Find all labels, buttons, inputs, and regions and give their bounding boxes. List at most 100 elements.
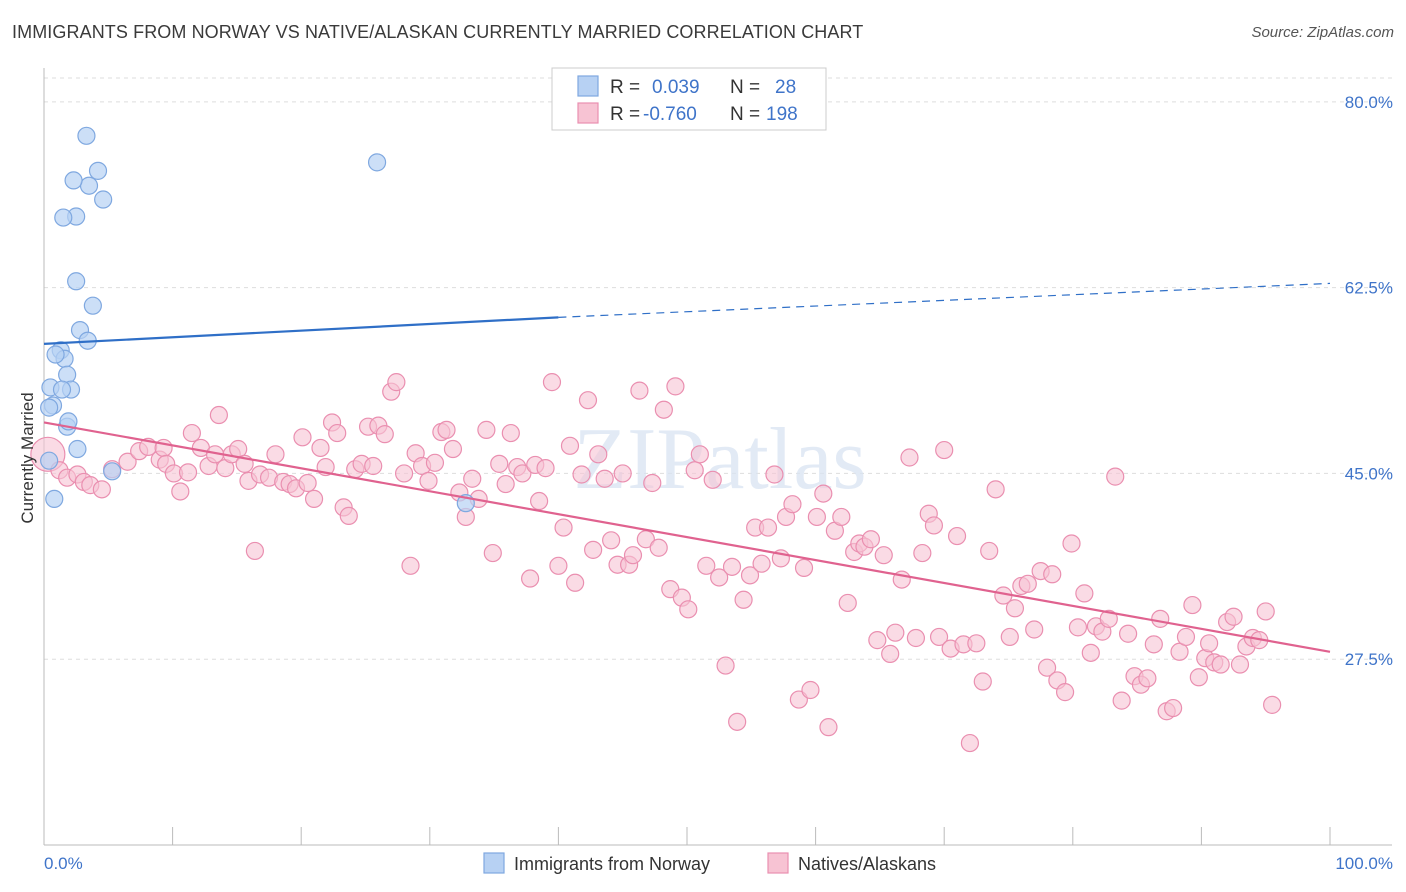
- natives-point-102: [703, 470, 722, 489]
- natives-point-81: [578, 391, 598, 410]
- natives-point-67: [496, 474, 515, 494]
- legend-r-label-2: R =: [610, 104, 640, 125]
- norway-point-6: [54, 208, 73, 227]
- natives-point-111: [758, 518, 778, 537]
- natives-point-182: [1200, 634, 1219, 653]
- norway-point-24: [103, 462, 122, 481]
- natives-point-6: [92, 480, 111, 499]
- natives-point-74: [536, 459, 555, 478]
- x-tick-label-0: 0.0%: [44, 854, 83, 873]
- natives-point-100: [690, 445, 709, 464]
- natives-point-90: [630, 381, 649, 400]
- natives-point-142: [947, 526, 967, 546]
- natives-point-16: [178, 463, 198, 482]
- chart-title: IMMIGRANTS FROM NORWAY VS NATIVE/ALASKAN…: [12, 22, 864, 42]
- natives-point-30: [266, 445, 285, 464]
- natives-point-73: [530, 491, 549, 511]
- natives-point-21: [209, 405, 228, 425]
- natives-point-35: [298, 473, 317, 493]
- natives-point-115: [783, 495, 802, 514]
- natives-point-99: [685, 461, 704, 480]
- natives-point-140: [935, 440, 954, 460]
- natives-point-180: [1189, 668, 1208, 687]
- x-tick-labels: 0.0% 100.0%: [44, 854, 1393, 873]
- natives-point-128: [861, 530, 880, 549]
- natives-point-98: [679, 600, 698, 619]
- y-axis-label: Currently Married: [18, 392, 37, 523]
- natives-point-129: [868, 631, 887, 650]
- natives-point-179: [1183, 595, 1202, 615]
- natives-point-76: [549, 556, 568, 575]
- natives-point-42: [339, 506, 358, 525]
- natives-point-64: [477, 420, 496, 439]
- natives-point-103: [710, 568, 729, 587]
- norway-point-25: [45, 489, 64, 509]
- bottom-legend: Immigrants from Norway Natives/Alaskans: [483, 852, 936, 874]
- norway-point-2: [79, 176, 99, 195]
- natives-point-56: [425, 453, 445, 472]
- source-label: Source: ZipAtlas.com: [1251, 24, 1394, 41]
- natives-point-62: [463, 469, 482, 488]
- natives-point-85: [602, 531, 621, 550]
- natives-point-120: [814, 484, 833, 503]
- natives-point-161: [1068, 618, 1088, 637]
- natives-point-145: [967, 634, 986, 653]
- natives-point-148: [986, 480, 1005, 499]
- legend-r-value-2: -0.760: [643, 104, 697, 125]
- natives-point-93: [649, 538, 668, 557]
- natives-point-159: [1055, 683, 1075, 702]
- natives-point-139: [929, 627, 949, 647]
- natives-point-79: [566, 573, 585, 592]
- legend-swatch-natives: [577, 102, 599, 124]
- natives-point-51: [394, 464, 414, 483]
- natives-point-101: [697, 556, 716, 575]
- natives-point-154: [1025, 620, 1044, 639]
- natives-point-8: [118, 452, 137, 471]
- legend-n-value-2: 198: [766, 104, 798, 125]
- natives-point-132: [886, 623, 905, 642]
- natives-point-65: [483, 543, 502, 563]
- natives-point-147: [980, 541, 999, 561]
- natives-point-184: [1211, 655, 1230, 674]
- natives-alaskans-points: [30, 373, 1282, 753]
- natives-point-27: [245, 541, 265, 561]
- natives-point-80: [572, 465, 591, 484]
- legend-r-label-1: R =: [610, 77, 640, 98]
- natives-point-167: [1106, 467, 1125, 486]
- natives-point-162: [1075, 584, 1094, 603]
- legend-n-value-1: 28: [775, 77, 796, 98]
- natives-point-58: [437, 420, 456, 439]
- natives-point-87: [613, 464, 632, 483]
- natives-point-112: [765, 465, 784, 484]
- natives-point-37: [311, 438, 330, 458]
- natives-point-70: [513, 464, 532, 483]
- natives-point-59: [443, 439, 463, 459]
- natives-point-157: [1043, 565, 1062, 584]
- natives-point-138: [924, 516, 944, 535]
- natives-point-66: [490, 454, 509, 473]
- natives-point-166: [1099, 609, 1118, 628]
- natives-point-146: [973, 672, 992, 691]
- bottom-legend-swatch-natives: [767, 852, 789, 874]
- y-tick-label-3: 80.0%: [1345, 93, 1393, 112]
- natives-point-118: [801, 680, 820, 700]
- natives-point-121: [819, 718, 838, 737]
- norway-point-23: [68, 439, 87, 459]
- natives-point-52: [401, 556, 420, 575]
- natives-point-156: [1037, 658, 1057, 677]
- natives-point-46: [364, 456, 383, 476]
- norway-point-9: [83, 296, 102, 315]
- legend-r-value-1: 0.039: [652, 77, 700, 98]
- norway-point-18: [52, 380, 72, 399]
- natives-point-40: [328, 423, 347, 443]
- natives-point-106: [728, 712, 747, 731]
- natives-point-15: [171, 482, 190, 501]
- natives-point-130: [874, 546, 893, 565]
- y-tick-label-1: 45.0%: [1345, 464, 1393, 483]
- natives-point-107: [734, 590, 753, 609]
- natives-point-77: [554, 518, 573, 537]
- legend-n-label-1: N =: [730, 77, 760, 98]
- legend-swatch-norway: [577, 75, 599, 97]
- natives-point-173: [1144, 635, 1163, 654]
- norway-trend-line: [43, 316, 559, 346]
